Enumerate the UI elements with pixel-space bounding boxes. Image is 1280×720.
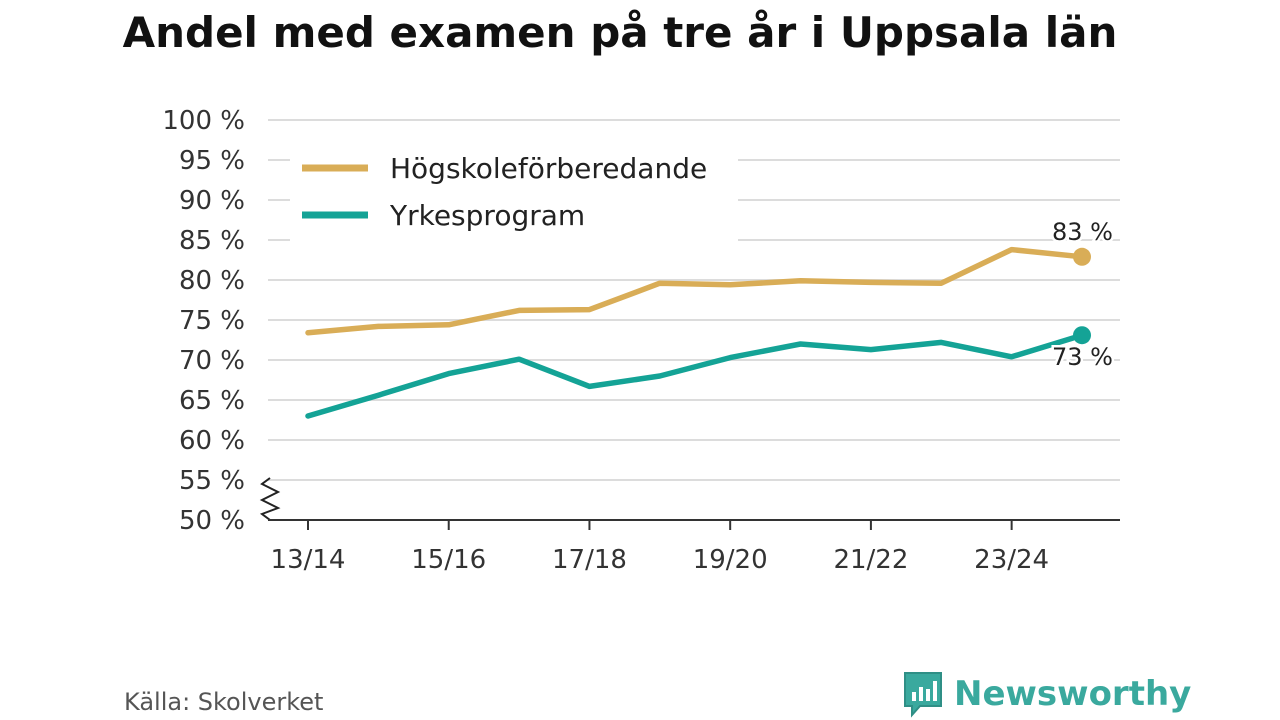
y-tick-label: 50 % [179, 506, 245, 536]
y-tick-label: 55 % [179, 466, 245, 496]
end-value-label: 73 % [1052, 343, 1113, 371]
y-axis: 100 % 95 % 90 % 85 % 80 % 75 % 70 % 65 % 60 % 55 … [162, 106, 281, 536]
legend: Högskoleförberedande Yrkesprogram [290, 138, 738, 242]
source-note: Källa: Skolverket [124, 688, 324, 716]
end-marker [1073, 326, 1091, 345]
y-tick-label: 90 % [179, 186, 245, 216]
legend-background [290, 138, 738, 242]
legend-label: Högskoleförberedande [390, 152, 707, 185]
x-axis: 13/14 15/16 17/18 19/20 21/22 23/24 [268, 519, 1120, 575]
end-markers: 83 % 73 % [1050, 215, 1116, 373]
x-tick-label: 13/14 [271, 545, 346, 575]
axis-break-mark [259, 477, 281, 521]
x-tick-label: 15/16 [411, 545, 486, 575]
newsworthy-logo-icon [904, 672, 942, 718]
series-line [305, 332, 1085, 419]
x-tick-label: 17/18 [552, 545, 627, 575]
y-tick-label: 75 % [179, 306, 245, 336]
y-tick-label: 95 % [179, 146, 245, 176]
y-tick-label: 100 % [162, 106, 245, 136]
series-line [305, 246, 1085, 336]
end-value-label: 83 % [1052, 218, 1113, 246]
chart-title: Andel med examen på tre år i Uppsala län [122, 8, 1118, 57]
x-tick-label: 21/22 [833, 545, 908, 575]
y-tick-label: 85 % [179, 226, 245, 256]
brand-name: Newsworthy [954, 674, 1192, 714]
y-tick-label: 80 % [179, 266, 245, 296]
y-tick-label: 65 % [179, 386, 245, 416]
y-tick-label: 70 % [179, 346, 245, 376]
newsworthy-brand: Newsworthy [902, 670, 1191, 718]
legend-label: Yrkesprogram [389, 199, 585, 232]
y-tick-label: 60 % [179, 426, 245, 456]
x-tick-label: 19/20 [693, 545, 768, 575]
end-marker [1073, 247, 1091, 266]
series-lines [305, 246, 1085, 419]
x-tick-label: 23/24 [974, 545, 1049, 575]
